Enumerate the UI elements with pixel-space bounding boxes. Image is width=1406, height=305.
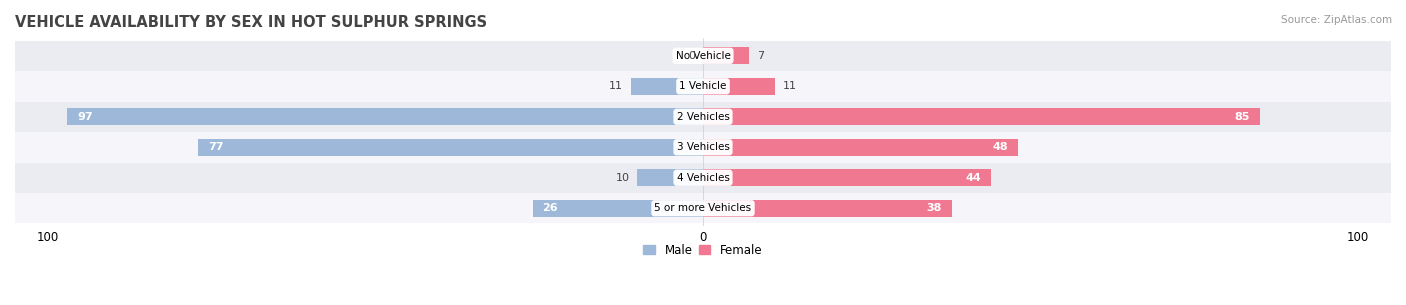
- Text: 77: 77: [208, 142, 224, 152]
- Bar: [703, 78, 775, 95]
- Bar: [703, 169, 991, 186]
- Text: 26: 26: [543, 203, 558, 213]
- Bar: [631, 78, 703, 95]
- Bar: [15, 132, 1391, 163]
- Bar: [15, 102, 1391, 132]
- Text: 38: 38: [927, 203, 942, 213]
- Text: 3 Vehicles: 3 Vehicles: [676, 142, 730, 152]
- Text: 97: 97: [77, 112, 93, 122]
- Bar: [198, 139, 703, 156]
- Text: 10: 10: [616, 173, 630, 183]
- Bar: [15, 71, 1391, 102]
- Legend: Male, Female: Male, Female: [638, 239, 768, 261]
- Text: 5 or more Vehicles: 5 or more Vehicles: [654, 203, 752, 213]
- Bar: [533, 200, 703, 217]
- Bar: [703, 139, 1018, 156]
- Bar: [703, 200, 952, 217]
- Text: VEHICLE AVAILABILITY BY SEX IN HOT SULPHUR SPRINGS: VEHICLE AVAILABILITY BY SEX IN HOT SULPH…: [15, 15, 486, 30]
- Bar: [67, 108, 703, 125]
- Text: 0: 0: [688, 51, 695, 61]
- Text: 11: 11: [783, 81, 797, 91]
- Text: 85: 85: [1234, 112, 1250, 122]
- Text: 44: 44: [966, 173, 981, 183]
- Bar: [15, 193, 1391, 224]
- Text: 48: 48: [993, 142, 1008, 152]
- Bar: [15, 41, 1391, 71]
- Bar: [15, 163, 1391, 193]
- Bar: [703, 108, 1260, 125]
- Text: 4 Vehicles: 4 Vehicles: [676, 173, 730, 183]
- Text: 2 Vehicles: 2 Vehicles: [676, 112, 730, 122]
- Text: Source: ZipAtlas.com: Source: ZipAtlas.com: [1281, 15, 1392, 25]
- Text: No Vehicle: No Vehicle: [675, 51, 731, 61]
- Text: 7: 7: [756, 51, 763, 61]
- Bar: [637, 169, 703, 186]
- Text: 11: 11: [609, 81, 623, 91]
- Text: 1 Vehicle: 1 Vehicle: [679, 81, 727, 91]
- Bar: [703, 47, 749, 64]
